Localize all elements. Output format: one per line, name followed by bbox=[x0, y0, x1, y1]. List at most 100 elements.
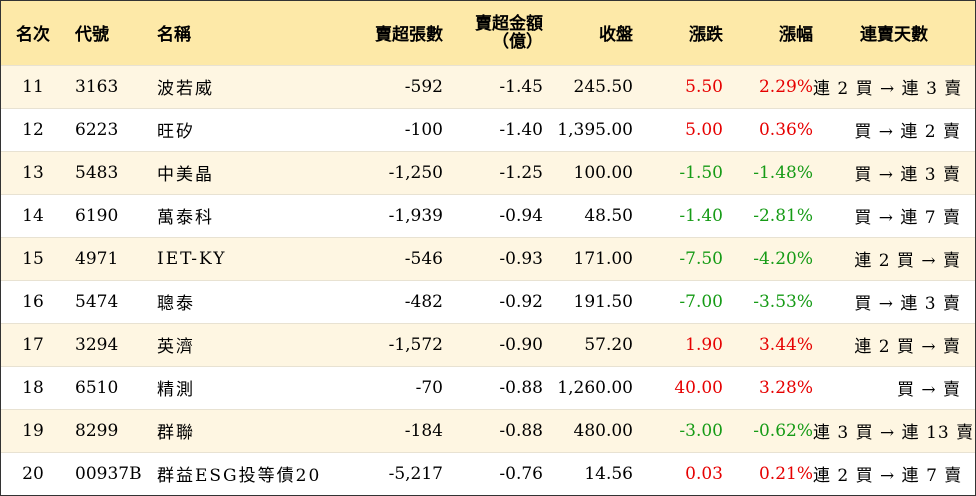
table-body: 11 3163 波若威 -592 -1.45 245.50 5.50 2.29% 連 2 買 →… bbox=[1, 65, 975, 495]
price-change-cell: -7.00 bbox=[679, 291, 723, 312]
table-row[interactable]: 12 6223 旺矽 -100 -1.40 1,395.00 5.00 0.36% 買 → 連 … bbox=[1, 108, 975, 151]
stock-code-cell[interactable]: 4971 bbox=[75, 248, 119, 269]
sell-volume-cell: -482 bbox=[404, 291, 443, 312]
change-pct-cell: -0.62% bbox=[753, 420, 813, 441]
stock-name-cell[interactable]: 中美晶 bbox=[157, 165, 214, 185]
table-row[interactable]: 14 6190 萬泰科 -1,939 -0.94 48.50 -1.40 -2.81% 買 → … bbox=[1, 194, 975, 237]
close-price-cell: 48.50 bbox=[584, 205, 633, 226]
sell-amount-cell: -0.93 bbox=[499, 248, 543, 269]
close-price-cell: 1,395.00 bbox=[557, 119, 633, 140]
sell-streak-cell: 買 → 連 3 賣 bbox=[854, 294, 961, 314]
header-rank[interactable]: 名次 bbox=[16, 25, 50, 46]
sell-volume-cell: -1,572 bbox=[388, 334, 443, 355]
close-price-cell: 191.50 bbox=[573, 291, 633, 312]
header-code[interactable]: 代號 bbox=[75, 25, 109, 46]
sell-amount-cell: -0.92 bbox=[499, 291, 543, 312]
stock-code-cell[interactable]: 3163 bbox=[75, 76, 119, 97]
sell-amount-cell: -0.88 bbox=[499, 420, 543, 441]
stock-name-cell[interactable]: 波若威 bbox=[157, 79, 214, 99]
header-close[interactable]: 收盤 bbox=[599, 25, 633, 46]
sell-streak-cell: 買 → 賣 bbox=[896, 380, 961, 400]
sell-streak-cell: 買 → 連 3 賣 bbox=[854, 165, 961, 185]
sell-amount-cell: -0.94 bbox=[499, 205, 543, 226]
sell-volume-cell: -5,217 bbox=[388, 463, 443, 484]
close-price-cell: 480.00 bbox=[573, 420, 633, 441]
sell-volume-cell: -100 bbox=[404, 119, 443, 140]
sell-volume-cell: -184 bbox=[404, 420, 443, 441]
price-change-cell: 5.50 bbox=[685, 76, 723, 97]
rank-cell: 18 bbox=[22, 377, 44, 398]
sell-amount-cell: -0.90 bbox=[499, 334, 543, 355]
table-row[interactable]: 16 5474 聰泰 -482 -0.92 191.50 -7.00 -3.53% 買 → 連 … bbox=[1, 280, 975, 323]
stock-name-cell[interactable]: 群聯 bbox=[157, 423, 195, 443]
price-change-cell: -7.50 bbox=[679, 248, 723, 269]
header-sell-streak[interactable]: 連賣天數 bbox=[860, 25, 928, 46]
rank-cell: 19 bbox=[22, 420, 44, 441]
sell-volume-cell: -70 bbox=[415, 377, 443, 398]
rank-cell: 13 bbox=[22, 162, 44, 183]
price-change-cell: 40.00 bbox=[674, 377, 723, 398]
header-row: 名次 代號 名稱 賣超張數 賣超金額 （億） 收盤 漲跌 漲幅 連賣天數 bbox=[1, 1, 975, 65]
header-sell-amount[interactable]: 賣超金額 （億） bbox=[443, 1, 543, 65]
table-row[interactable]: 18 6510 精測 -70 -0.88 1,260.00 40.00 3.28% 買 → 賣 bbox=[1, 366, 975, 409]
table-row[interactable]: 17 3294 英濟 -1,572 -0.90 57.20 1.90 3.44% 連 2 買 →… bbox=[1, 323, 975, 366]
price-change-cell: 1.90 bbox=[685, 334, 723, 355]
stock-name-cell[interactable]: 英濟 bbox=[157, 337, 195, 357]
header-name[interactable]: 名稱 bbox=[157, 25, 191, 46]
sell-streak-cell: 連 2 買 → 賣 bbox=[854, 337, 961, 357]
stock-code-cell[interactable]: 8299 bbox=[75, 420, 119, 441]
sell-streak-cell: 連 2 買 → 連 3 賣 bbox=[813, 79, 963, 99]
stock-name-cell[interactable]: IET-KY bbox=[157, 248, 227, 269]
rank-cell: 16 bbox=[22, 291, 44, 312]
stock-name-cell[interactable]: 精測 bbox=[157, 380, 195, 400]
stock-name-cell[interactable]: 聰泰 bbox=[157, 294, 195, 314]
sell-amount-cell: -1.45 bbox=[499, 76, 543, 97]
change-pct-cell: 0.36% bbox=[758, 119, 813, 140]
rank-cell: 12 bbox=[22, 119, 44, 140]
change-pct-cell: 0.21% bbox=[758, 463, 813, 484]
table-row[interactable]: 20 00937B 群益ESG投等債20 -5,217 -0.76 14.56 0.03 0.… bbox=[1, 452, 975, 495]
rank-cell: 17 bbox=[22, 334, 44, 355]
stock-code-cell[interactable]: 6190 bbox=[75, 205, 119, 226]
stock-name-cell[interactable]: 旺矽 bbox=[157, 122, 195, 142]
price-change-cell: -1.50 bbox=[679, 162, 723, 183]
sell-amount-cell: -0.88 bbox=[499, 377, 543, 398]
rank-cell: 15 bbox=[22, 248, 44, 269]
stock-name-cell[interactable]: 群益ESG投等債20 bbox=[157, 466, 322, 487]
change-pct-cell: 3.28% bbox=[758, 377, 813, 398]
table-row[interactable]: 15 4971 IET-KY -546 -0.93 171.00 -7.50 -4.20% 連 … bbox=[1, 237, 975, 280]
price-change-cell: 5.00 bbox=[685, 119, 723, 140]
rank-cell: 20 bbox=[22, 463, 44, 484]
close-price-cell: 171.00 bbox=[573, 248, 633, 269]
stock-code-cell[interactable]: 00937B bbox=[75, 463, 142, 484]
sell-streak-cell: 連 2 買 → 賣 bbox=[854, 251, 961, 271]
stock-code-cell[interactable]: 3294 bbox=[75, 334, 119, 355]
price-change-cell: -1.40 bbox=[679, 205, 723, 226]
close-price-cell: 100.00 bbox=[573, 162, 633, 183]
header-sell-amount-title: 賣超金額 bbox=[475, 13, 543, 34]
sell-volume-cell: -546 bbox=[404, 248, 443, 269]
change-pct-cell: -3.53% bbox=[753, 291, 813, 312]
sell-streak-cell: 連 3 買 → 連 13 賣 bbox=[813, 423, 975, 443]
stock-code-cell[interactable]: 6510 bbox=[75, 377, 119, 398]
stock-name-cell[interactable]: 萬泰科 bbox=[157, 208, 214, 228]
table-row[interactable]: 13 5483 中美晶 -1,250 -1.25 100.00 -1.50 -1.48% 買 →… bbox=[1, 151, 975, 194]
table-row[interactable]: 19 8299 群聯 -184 -0.88 480.00 -3.00 -0.62% 連 3 買 … bbox=[1, 409, 975, 452]
change-pct-cell: -2.81% bbox=[753, 205, 813, 226]
rank-cell: 14 bbox=[22, 205, 44, 226]
stock-code-cell[interactable]: 5474 bbox=[75, 291, 119, 312]
sell-amount-cell: -0.76 bbox=[499, 463, 543, 484]
sell-streak-cell: 買 → 連 2 賣 bbox=[854, 122, 961, 142]
table-row[interactable]: 11 3163 波若威 -592 -1.45 245.50 5.50 2.29% 連 2 買 →… bbox=[1, 65, 975, 108]
change-pct-cell: -1.48% bbox=[753, 162, 813, 183]
sell-volume-cell: -1,939 bbox=[388, 205, 443, 226]
stock-code-cell[interactable]: 5483 bbox=[75, 162, 119, 183]
close-price-cell: 14.56 bbox=[584, 463, 633, 484]
header-change-pct[interactable]: 漲幅 bbox=[779, 25, 813, 46]
header-sell-volume[interactable]: 賣超張數 bbox=[375, 25, 443, 46]
stock-code-cell[interactable]: 6223 bbox=[75, 119, 119, 140]
header-change[interactable]: 漲跌 bbox=[689, 25, 723, 46]
sell-streak-cell: 連 2 買 → 連 7 賣 bbox=[813, 466, 963, 487]
